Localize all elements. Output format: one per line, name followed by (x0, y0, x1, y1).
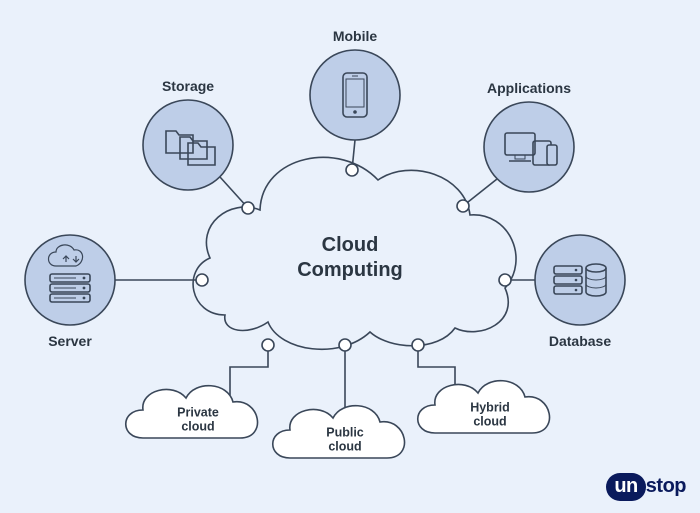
mobile-node (310, 50, 400, 140)
server-node (25, 235, 115, 325)
applications-circle (484, 102, 574, 192)
private-attach-dot (262, 339, 274, 351)
storage-node (143, 100, 233, 190)
mobile-label: Mobile (333, 28, 377, 44)
applications-node (484, 102, 574, 192)
database-node (535, 235, 625, 325)
applications-label: Applications (487, 80, 571, 96)
brand-logo: unstop (606, 473, 686, 501)
public-attach-dot (339, 339, 351, 351)
mobile-attach-dot (346, 164, 358, 176)
database-label: Database (549, 333, 611, 349)
hybrid-connector (418, 345, 455, 392)
storage-attach-dot (242, 202, 254, 214)
private-connector (230, 345, 268, 395)
hybrid-attach-dot (412, 339, 424, 351)
diagram-stage: unstop CloudComputing Mobile Storage Applic… (0, 0, 700, 513)
brand-part2: stop (646, 475, 686, 497)
database-circle (535, 235, 625, 325)
applications-attach-dot (457, 200, 469, 212)
storage-label: Storage (162, 78, 214, 94)
server-label: Server (48, 333, 92, 349)
server-circle (25, 235, 115, 325)
mobile-circle (310, 50, 400, 140)
public-label: Publiccloud (326, 426, 364, 455)
database-attach-dot (499, 274, 511, 286)
private-label: Privatecloud (177, 406, 219, 435)
center-title: CloudComputing (297, 233, 403, 283)
server-attach-dot (196, 274, 208, 286)
brand-part1: un (606, 473, 645, 501)
hybrid-label: Hybridcloud (470, 401, 510, 430)
